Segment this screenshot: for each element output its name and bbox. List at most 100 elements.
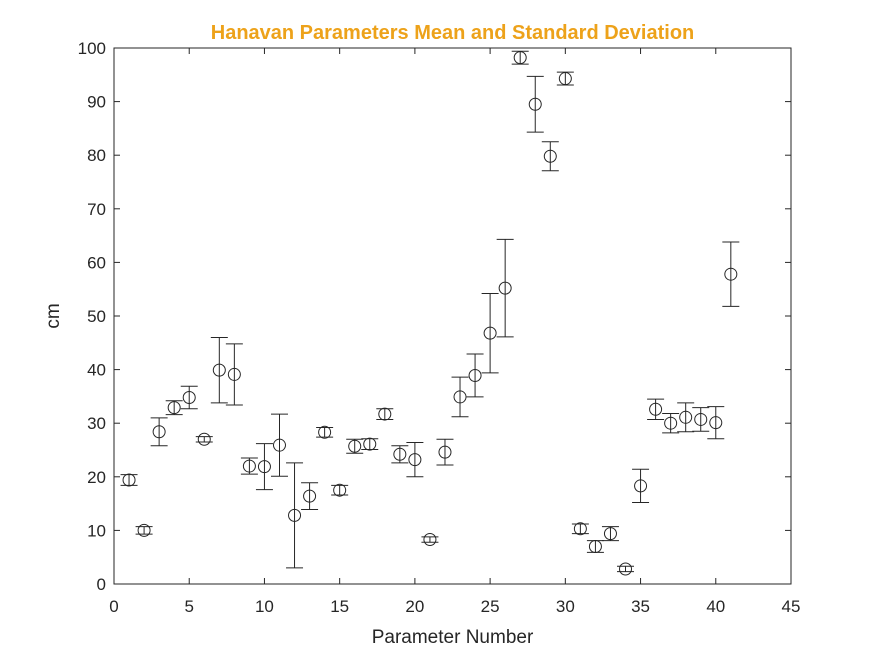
y-tick-label: 70 (87, 200, 106, 219)
marker-circle (679, 410, 693, 424)
marker-circle (393, 447, 407, 461)
marker-circle (242, 459, 256, 473)
marker-circle (438, 445, 452, 459)
data-point (586, 539, 604, 553)
y-tick-label: 90 (87, 93, 106, 112)
y-tick-label: 100 (78, 39, 106, 58)
x-tick-label: 10 (255, 597, 274, 616)
y-tick-label: 50 (87, 307, 106, 326)
marker-circle (709, 416, 723, 430)
marker-circle (694, 412, 708, 426)
marker-circle (152, 425, 166, 439)
marker-circle (182, 390, 196, 404)
y-tick-label: 60 (87, 253, 106, 272)
marker-circle (408, 453, 422, 467)
data-point (722, 241, 740, 307)
marker-circle (513, 51, 527, 65)
x-tick-label: 5 (184, 597, 193, 616)
y-tick-label: 10 (87, 521, 106, 540)
data-point (511, 50, 529, 65)
x-tick-label: 0 (109, 597, 118, 616)
data-point (165, 400, 183, 416)
data-point (421, 533, 439, 547)
y-axis: 0 10 20 30 40 50 60 70 80 90 100 (78, 39, 791, 594)
marker-circle (333, 483, 347, 497)
y-tick-label: 0 (97, 575, 106, 594)
x-tick-label: 35 (631, 597, 650, 616)
x-tick-label: 20 (405, 597, 424, 616)
marker-circle (498, 281, 512, 295)
x-tick-label: 25 (481, 597, 500, 616)
chart-title: Hanavan Parameters Mean and Standard Dev… (211, 22, 695, 44)
marker-circle (573, 522, 587, 536)
data-point (541, 141, 559, 172)
marker-circle (483, 326, 497, 340)
data-point (677, 402, 695, 433)
data-point (361, 437, 379, 451)
data-point (466, 353, 484, 398)
data-point (496, 238, 514, 338)
marker-circle (558, 72, 572, 86)
marker-circle (468, 368, 482, 382)
data-point (692, 407, 710, 432)
data-point (406, 441, 424, 478)
y-tick-label: 20 (87, 468, 106, 487)
marker-circle (288, 508, 302, 522)
y-tick-label: 30 (87, 414, 106, 433)
marker-circle (649, 402, 663, 416)
marker-circle (257, 460, 271, 474)
marker-circle (272, 438, 286, 452)
marker-circle (197, 432, 211, 446)
data-series (120, 50, 740, 576)
marker-circle (137, 523, 151, 537)
marker-circle (543, 149, 557, 163)
data-point (180, 385, 198, 410)
data-point (346, 438, 364, 454)
data-point (647, 398, 665, 420)
marker-circle (122, 473, 136, 487)
data-point (270, 413, 288, 477)
data-point (120, 473, 138, 487)
data-point (255, 443, 273, 491)
data-point (662, 413, 680, 434)
x-axis: 0 5 10 15 20 25 30 35 40 45 (109, 48, 800, 616)
y-tick-label: 40 (87, 361, 106, 380)
data-point (210, 336, 228, 404)
marker-circle (664, 416, 678, 430)
plot-area (113, 47, 792, 585)
marker-circle (227, 367, 241, 381)
marker-circle (363, 437, 377, 451)
data-point (601, 526, 619, 542)
data-point (617, 562, 635, 576)
data-point (481, 292, 499, 374)
marker-circle (348, 439, 362, 453)
data-point (556, 71, 574, 86)
marker-circle (167, 401, 181, 415)
marker-circle (724, 267, 738, 281)
x-tick-label: 45 (782, 597, 801, 616)
data-point (240, 457, 258, 475)
marker-circle (619, 562, 633, 576)
data-point (286, 462, 304, 569)
x-axis-label: Parameter Number (372, 627, 534, 648)
marker-circle (634, 479, 648, 493)
marker-circle (212, 363, 226, 377)
data-point (135, 523, 153, 537)
data-point (225, 343, 243, 406)
data-point (632, 468, 650, 504)
data-point (301, 482, 319, 510)
data-point (391, 445, 409, 464)
data-point (571, 522, 589, 536)
x-tick-label: 30 (556, 597, 575, 616)
marker-circle (318, 425, 332, 439)
data-point (316, 425, 334, 439)
y-tick-label: 80 (87, 146, 106, 165)
marker-circle (528, 97, 542, 111)
marker-circle (588, 539, 602, 553)
data-point (526, 75, 544, 133)
x-tick-label: 15 (330, 597, 349, 616)
data-point (150, 417, 168, 447)
data-point (436, 438, 454, 466)
data-point (331, 483, 349, 497)
